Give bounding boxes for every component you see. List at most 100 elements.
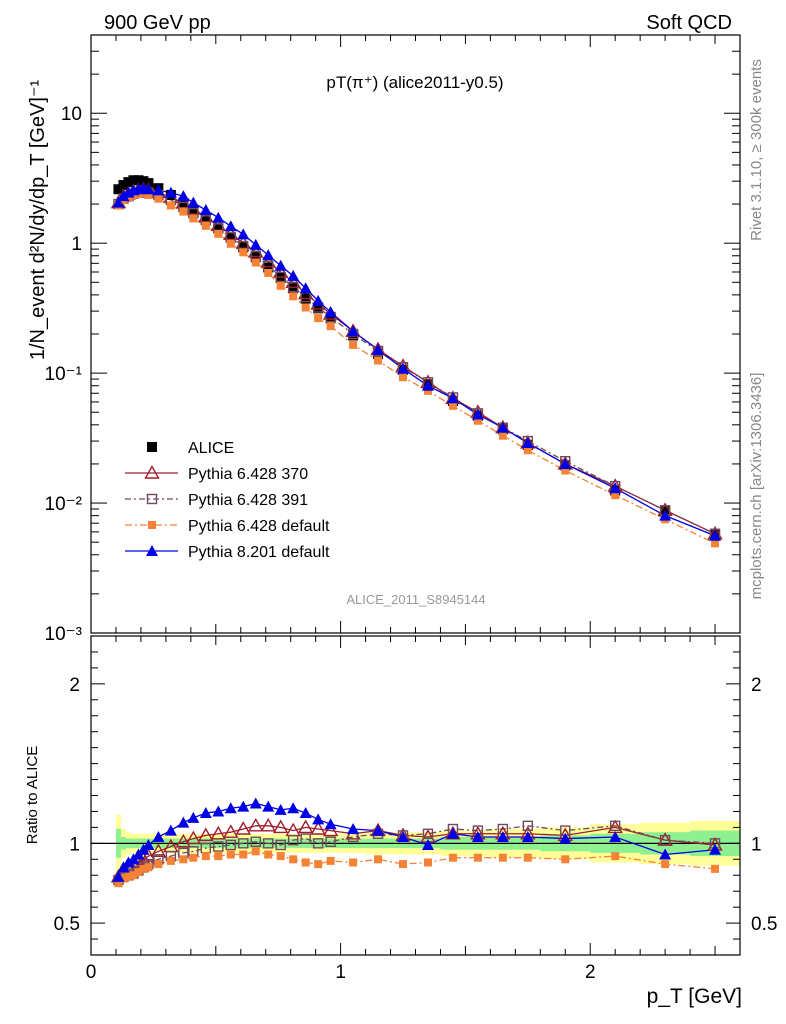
data-point-alice	[275, 272, 286, 283]
data-point-pythia-6-428-default	[374, 356, 383, 365]
ratio-point-pythia-8-201-default	[521, 830, 534, 842]
data-point-pythia-8-201-default	[659, 509, 672, 521]
legend-marker-pythia-6-428-391	[146, 493, 158, 505]
ratio-point-pythia-8-201-default	[224, 802, 237, 814]
data-point-pythia-6-428-370	[285, 274, 301, 288]
data-point-pythia-8-201-default	[249, 238, 262, 250]
ratio-point-pythia-8-201-default	[287, 802, 300, 814]
data-point-alice	[200, 213, 211, 224]
ratio-y-tick-label-right: 1	[751, 834, 762, 855]
ratio-point-pythia-8-201-default	[312, 813, 325, 825]
data-point-pythia-8-201-default	[224, 220, 237, 232]
series-line-pythia-8-201-default	[117, 187, 716, 537]
ratio-point-pythia-6-428-391	[609, 820, 621, 832]
rivet-version-text: Rivet 3.1.10, ≥ 300k events	[748, 59, 765, 241]
data-point-pythia-8-201-default	[446, 392, 459, 404]
y-tick-label: 10	[61, 104, 82, 125]
data-point-pythia-6-428-default	[473, 416, 482, 425]
ratio-point-pythia-6-428-default	[498, 853, 507, 862]
ratio-point-pythia-6-428-391	[213, 841, 224, 852]
data-point-pythia-8-201-default	[117, 190, 130, 202]
ratio-point-pythia-6-428-default	[179, 855, 188, 864]
data-point-pythia-6-428-default	[214, 229, 223, 238]
data-point-pythia-8-201-default	[187, 196, 200, 208]
header-right: Soft QCD	[646, 12, 732, 34]
data-point-pythia-8-201-default	[471, 408, 484, 420]
y-tick-label: 10⁻¹	[45, 364, 83, 385]
data-point-pythia-6-428-default	[251, 258, 260, 267]
data-point-pythia-6-428-391	[275, 271, 286, 283]
ratio-point-pythia-8-201-default	[112, 870, 125, 882]
data-point-alice	[263, 262, 274, 273]
ratio-point-pythia-6-428-default	[289, 855, 298, 864]
legend-marker-pythia-8-201-default	[146, 545, 158, 556]
ratio-point-pythia-6-428-391	[275, 839, 286, 851]
data-point-pythia-8-201-default	[112, 196, 125, 208]
data-point-alice	[325, 313, 336, 324]
ratio-point-pythia-6-428-default	[134, 868, 143, 877]
x-tick-label: 0	[86, 962, 97, 983]
ratio-point-pythia-6-428-391	[263, 838, 274, 849]
data-point-pythia-6-428-391	[287, 281, 299, 293]
ratio-point-pythia-8-201-default	[372, 824, 385, 836]
ratio-point-pythia-8-201-default	[324, 818, 337, 830]
data-point-pythia-6-428-default	[166, 201, 175, 210]
ratio-point-pythia-6-428-default	[129, 871, 138, 880]
data-point-pythia-8-201-default	[312, 294, 325, 306]
data-point-alice	[188, 205, 199, 216]
header-left: 900 GeV pp	[104, 12, 211, 34]
ratio-point-pythia-6-428-default	[399, 860, 408, 869]
ratio-point-pythia-6-428-370	[297, 819, 314, 834]
data-point-alice	[288, 283, 299, 294]
data-point-pythia-6-428-default	[179, 207, 188, 216]
ratio-point-pythia-6-428-391	[325, 836, 336, 847]
ratio-point-pythia-6-428-default	[114, 879, 123, 888]
ratio-point-pythia-6-428-default	[423, 858, 432, 867]
ratio-point-pythia-6-428-default	[611, 852, 620, 861]
ratio-point-pythia-6-428-default	[144, 863, 153, 872]
ratio-point-pythia-6-428-default	[326, 856, 335, 865]
ratio-point-pythia-8-201-default	[177, 816, 190, 828]
data-point-pythia-6-428-default	[189, 214, 198, 223]
ratio-point-pythia-8-201-default	[199, 807, 212, 819]
ratio-point-pythia-8-201-default	[152, 830, 165, 842]
ratio-point-pythia-8-201-default	[709, 843, 722, 855]
ratio-point-pythia-6-428-default	[251, 847, 260, 856]
ratio-point-pythia-8-201-default	[397, 830, 410, 842]
ratio-point-pythia-8-201-default	[142, 838, 155, 850]
x-axis-label: p_T [GeV]	[647, 985, 742, 1008]
data-point-pythia-6-428-default	[289, 292, 298, 301]
ratio-point-pythia-6-428-default	[523, 853, 532, 862]
data-point-pythia-8-201-default	[559, 457, 572, 469]
data-point-pythia-8-201-default	[164, 186, 177, 198]
data-point-pythia-6-428-default	[144, 190, 153, 199]
legend-label-pythia-6-428-391: Pythia 6.428 391	[188, 492, 308, 509]
ratio-point-pythia-6-428-391	[422, 828, 434, 839]
data-point-pythia-6-428-default	[498, 431, 507, 440]
ratio-point-pythia-6-428-391	[250, 836, 261, 847]
data-point-pythia-8-201-default	[237, 228, 250, 240]
ratio-y-tick-label-right: 2	[751, 675, 762, 696]
ratio-point-pythia-6-428-default	[473, 853, 482, 862]
ratio-point-pythia-6-428-370	[273, 819, 289, 834]
analysis-watermark: ALICE_2011_S8945144	[346, 592, 485, 607]
data-point-pythia-8-201-default	[212, 211, 225, 223]
data-point-pythia-6-428-370	[235, 235, 251, 249]
legend-label-pythia-6-428-default: Pythia 6.428 default	[188, 518, 330, 535]
mcplots-reference-text: mcplots.cern.ch [arXiv:1306.3436]	[748, 373, 765, 600]
data-point-pythia-6-428-default	[239, 248, 248, 257]
ratio-point-pythia-6-428-default	[201, 852, 210, 861]
ratio-point-pythia-8-201-default	[187, 811, 200, 823]
lower-plot-frame	[90, 635, 741, 956]
ratio-y-tick-label-right: 0.5	[751, 914, 777, 935]
data-point-pythia-8-201-default	[299, 282, 312, 294]
ratio-point-pythia-6-428-370	[150, 843, 167, 858]
data-point-pythia-6-428-default	[523, 446, 532, 455]
data-point-pythia-8-201-default	[199, 204, 212, 216]
ratio-point-pythia-6-428-391	[522, 820, 534, 832]
ratio-point-pythia-8-201-default	[237, 800, 250, 812]
data-point-pythia-8-201-default	[152, 184, 165, 196]
data-point-pythia-8-201-default	[287, 269, 300, 281]
ratio-point-pythia-6-428-391	[225, 839, 236, 851]
